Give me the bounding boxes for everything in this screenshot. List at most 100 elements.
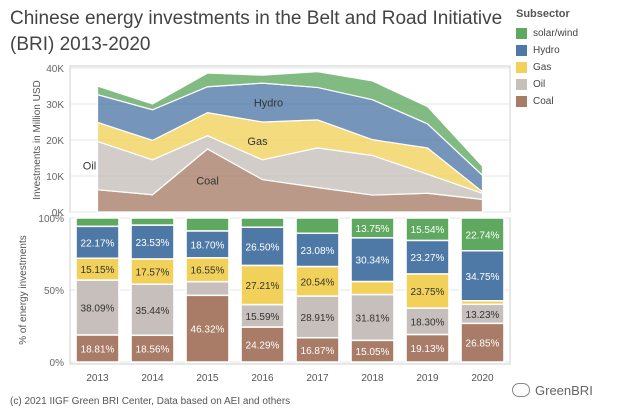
bar-data-label: 23.53%: [136, 238, 170, 249]
legend-swatch: [516, 45, 527, 56]
bar-segment-coal: [130, 334, 175, 363]
area-y-tick-label: 10K: [46, 172, 64, 183]
bar-segment-gas: [405, 273, 450, 309]
watermark: GreenBRI: [512, 383, 593, 398]
bar-segment-solar-wind: [295, 217, 340, 235]
area-label-hydro: Hydro: [254, 98, 283, 110]
bar-segment-solar-wind: [350, 217, 395, 239]
legend-label: Hydro: [533, 45, 560, 56]
legend-swatch: [516, 96, 527, 107]
source-footer: (c) 2021 IIGF Green BRI Center, Data bas…: [10, 396, 291, 407]
x-tick-label: 2019: [416, 373, 439, 384]
x-tick-label: 2015: [196, 373, 219, 384]
bar-segment-solar-wind: [240, 217, 285, 228]
bar-segment-hydro: [350, 237, 395, 283]
bar-segment-hydro: [240, 226, 285, 267]
bar-data-label: 34.75%: [466, 272, 500, 283]
bar-data-label: 31.81%: [356, 313, 390, 324]
bar-segment-coal: [75, 334, 120, 363]
bar-data-label: 28.91%: [301, 313, 335, 324]
bar-segment-coal: [295, 336, 340, 363]
bar-segment-coal: [405, 333, 450, 363]
bar-data-label: 15.54%: [411, 225, 445, 236]
bar-data-label: 23.27%: [411, 253, 445, 264]
bar-data-label: 18.70%: [191, 240, 225, 251]
bar-data-label: 24.29%: [246, 341, 280, 352]
legend-label: Gas: [533, 62, 552, 73]
bar-data-label: 38.09%: [81, 303, 115, 314]
bar-data-label: 35.44%: [136, 306, 170, 317]
bar-data-label: 23.75%: [411, 287, 445, 298]
area-y-tick-label: 20K: [46, 136, 64, 147]
bar-data-label: 46.32%: [191, 325, 225, 336]
bar-segment-oil: [350, 293, 395, 342]
legend-item-hydro[interactable]: Hydro: [516, 42, 620, 59]
bar-segment-oil: [185, 280, 230, 297]
bar-data-label: 18.56%: [136, 345, 170, 356]
legend-item-oil[interactable]: Oil: [516, 76, 620, 93]
bar-data-label: 18.30%: [411, 317, 445, 328]
legend-swatch: [516, 79, 527, 90]
bar-data-label: 26.50%: [246, 242, 280, 253]
area-y-tick-label: 30K: [46, 100, 64, 111]
bar-data-label: 22.17%: [81, 238, 115, 249]
bar-data-label: 27.21%: [246, 281, 280, 292]
bar-segment-solar-wind: [185, 217, 230, 232]
wechat-icon: [512, 383, 530, 397]
bar-segment-solar-wind: [75, 217, 120, 228]
bar-data-label: 20.54%: [301, 277, 335, 288]
bar-segment-hydro: [295, 232, 340, 268]
bar-y-tick-label: 50%: [44, 286, 64, 297]
legend-label: solar/wind: [533, 28, 579, 39]
legend-label: Oil: [533, 79, 546, 90]
bar-segment-hydro: [75, 225, 120, 259]
area-y-tick-label: 40K: [46, 64, 64, 75]
bar-data-label: 13.23%: [466, 310, 500, 321]
bar-data-label: 15.59%: [246, 312, 280, 323]
bar-data-label: 17.57%: [136, 268, 170, 279]
x-tick-label: 2020: [471, 373, 494, 384]
bar-data-label: 16.55%: [191, 266, 225, 277]
x-tick-label: 2018: [361, 373, 384, 384]
bar-data-label: 30.34%: [356, 256, 390, 267]
bar-segment-solar-wind: [405, 217, 450, 242]
bar-segment-oil: [295, 295, 340, 339]
bar-segment-hydro: [130, 224, 175, 260]
legend-title: Subsector: [516, 8, 570, 20]
legend-swatch: [516, 28, 527, 39]
watermark-text: GreenBRI: [535, 383, 593, 398]
legend-item-gas[interactable]: Gas: [516, 59, 620, 76]
x-tick-label: 2017: [306, 373, 329, 384]
chart-title-line2: (BRI) 2013-2020: [10, 34, 151, 55]
bar-segment-solar-wind: [130, 217, 175, 226]
bar-data-label: 18.81%: [81, 344, 115, 355]
legend-item-solar-wind[interactable]: solar/wind: [516, 25, 620, 42]
bar-segment-gas: [350, 280, 395, 296]
bar-segment-oil: [75, 279, 120, 336]
legend-swatch: [516, 62, 527, 73]
bar-segment-solar-wind: [460, 217, 505, 252]
x-tick-label: 2016: [251, 373, 274, 384]
bar-y-axis-title: % of energy investments: [18, 235, 29, 345]
bar-y-tick-label: 0%: [50, 358, 65, 369]
bar-data-label: 16.87%: [301, 346, 335, 357]
x-tick-label: 2014: [141, 373, 164, 384]
area-label-coal: Coal: [196, 176, 219, 188]
bar-data-label: 19.13%: [411, 344, 445, 355]
area-y-tick-label: 0K: [52, 208, 65, 219]
bar-data-label: 15.15%: [81, 265, 115, 276]
bar-data-label: 13.75%: [356, 224, 390, 235]
area-y-axis-title: Investments in Million USD: [32, 80, 43, 199]
legend-label: Coal: [533, 96, 554, 107]
bar-segment-hydro: [460, 249, 505, 302]
area-label-gas: Gas: [247, 136, 268, 148]
bar-data-label: 26.85%: [466, 339, 500, 350]
bar-data-label: 22.74%: [466, 230, 500, 241]
bar-segment-coal: [185, 294, 230, 363]
chart-title-line1: Chinese energy investments in the Belt a…: [10, 8, 503, 29]
area-series-solar-wind: [96, 70, 484, 177]
x-tick-label: 2013: [86, 373, 109, 384]
legend-item-coal[interactable]: Coal: [516, 93, 620, 110]
bar-data-label: 23.08%: [301, 246, 335, 257]
